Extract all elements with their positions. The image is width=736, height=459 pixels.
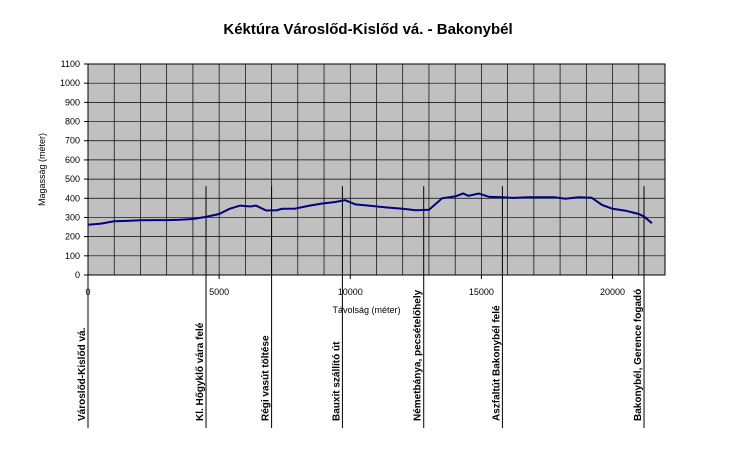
- y-tick-label: 200: [65, 232, 80, 242]
- y-tick-label: 1000: [60, 78, 80, 88]
- x-axis-label: Távolság (méter): [332, 305, 400, 315]
- waypoint-markers: Városlőd-Kislőd vá. Kl. Hőgyklő vára felé…: [77, 186, 645, 428]
- y-tick-label: 100: [65, 251, 80, 261]
- x-tick-label: 20000: [600, 287, 625, 297]
- chart-title: Kéktúra Városlőd-Kislőd vá. - Bakonybél: [223, 21, 512, 38]
- waypoint-label: Városlőd-Kislőd vá.: [77, 327, 88, 421]
- waypoint-label: Németbánya, pecsételőhely: [413, 289, 424, 421]
- y-tick-label: 600: [65, 155, 80, 165]
- y-tick-label: 0: [75, 270, 80, 280]
- waypoint-label: Régi vasút töltése: [261, 335, 272, 421]
- y-tick-label: 700: [65, 136, 80, 146]
- y-tick-label: 500: [65, 174, 80, 184]
- y-tick-label: 900: [65, 97, 80, 107]
- y-tick-label: 1100: [61, 59, 80, 69]
- y-axis-label: Magasság (méter): [37, 133, 47, 206]
- waypoint-label: Bakonybél, Gerence fogadó: [633, 289, 644, 421]
- grid-lines: [87, 63, 666, 276]
- y-tick-label: 300: [65, 212, 80, 222]
- x-tick-label: 10000: [338, 287, 363, 297]
- waypoint-label: Aszfaltút Bakonybél felé: [491, 305, 502, 421]
- elevation-line: [87, 192, 653, 226]
- y-tick-label: 800: [65, 117, 80, 127]
- x-tick-label: 15000: [469, 287, 494, 297]
- x-tick-label: 5000: [209, 287, 229, 297]
- waypoint-label: Kl. Hőgyklő vára felé: [195, 322, 206, 421]
- y-tick-label: 400: [65, 193, 80, 203]
- waypoint-label: Bauxit szállító út: [331, 341, 342, 421]
- y-axis-ticks: 0 100 200 300 400 500 600 700 800 900 1000 1100: [60, 59, 88, 280]
